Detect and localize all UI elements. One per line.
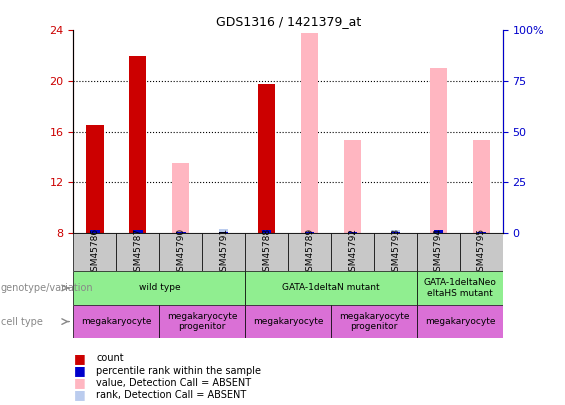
Text: GSM45788: GSM45788 xyxy=(262,228,271,277)
Bar xyxy=(331,233,374,271)
Bar xyxy=(473,141,490,233)
Text: GSM45790: GSM45790 xyxy=(176,228,185,277)
Text: GSM45791: GSM45791 xyxy=(219,228,228,277)
Bar xyxy=(86,125,103,233)
Bar xyxy=(301,33,318,233)
Bar xyxy=(262,230,271,233)
Bar xyxy=(305,232,314,233)
Text: wild type: wild type xyxy=(138,284,180,292)
Bar xyxy=(258,83,275,233)
Bar xyxy=(73,271,245,305)
Bar xyxy=(159,305,245,338)
Text: count: count xyxy=(96,354,124,363)
Text: ■: ■ xyxy=(73,364,85,377)
Bar xyxy=(417,271,503,305)
Bar xyxy=(348,232,357,233)
Text: ■: ■ xyxy=(73,376,85,389)
Bar xyxy=(434,230,443,233)
Text: GSM45792: GSM45792 xyxy=(348,228,357,277)
Title: GDS1316 / 1421379_at: GDS1316 / 1421379_at xyxy=(215,15,361,28)
Text: cell type: cell type xyxy=(1,317,42,326)
Text: GSM45787: GSM45787 xyxy=(133,228,142,277)
Bar xyxy=(391,232,400,233)
Text: value, Detection Call = ABSENT: value, Detection Call = ABSENT xyxy=(96,378,251,388)
Text: genotype/variation: genotype/variation xyxy=(1,283,93,293)
Text: percentile rank within the sample: percentile rank within the sample xyxy=(96,366,261,375)
Bar xyxy=(374,233,417,271)
Bar xyxy=(176,232,185,233)
Bar xyxy=(159,233,202,271)
Text: GSM45793: GSM45793 xyxy=(391,228,400,277)
Bar xyxy=(172,163,189,233)
Bar xyxy=(245,271,417,305)
Bar xyxy=(417,305,503,338)
Text: GSM45786: GSM45786 xyxy=(90,228,99,277)
Bar xyxy=(73,233,116,271)
Bar xyxy=(129,56,146,233)
Bar xyxy=(116,233,159,271)
Bar xyxy=(417,233,460,271)
Text: GSM45794: GSM45794 xyxy=(434,228,443,277)
Text: GATA-1deltaN mutant: GATA-1deltaN mutant xyxy=(282,284,380,292)
Bar xyxy=(331,305,417,338)
Text: megakaryocyte: megakaryocyte xyxy=(81,317,151,326)
Bar xyxy=(245,305,331,338)
Text: megakaryocyte
progenitor: megakaryocyte progenitor xyxy=(167,312,237,331)
Bar xyxy=(344,141,361,233)
Bar xyxy=(90,230,99,233)
Text: megakaryocyte: megakaryocyte xyxy=(425,317,495,326)
Bar xyxy=(391,230,400,233)
Text: megakaryocyte
progenitor: megakaryocyte progenitor xyxy=(339,312,409,331)
Bar xyxy=(430,68,447,233)
Bar xyxy=(477,232,486,233)
Text: rank, Detection Call = ABSENT: rank, Detection Call = ABSENT xyxy=(96,390,246,400)
Text: GATA-1deltaNeo
eltaHS mutant: GATA-1deltaNeo eltaHS mutant xyxy=(424,278,496,298)
Bar xyxy=(245,233,288,271)
Bar xyxy=(133,230,142,233)
Text: megakaryocyte: megakaryocyte xyxy=(253,317,323,326)
Bar xyxy=(202,233,245,271)
Bar xyxy=(73,305,159,338)
Text: ■: ■ xyxy=(73,352,85,365)
Text: GSM45795: GSM45795 xyxy=(477,228,486,277)
Bar xyxy=(288,233,331,271)
Bar xyxy=(219,229,228,233)
Text: GSM45789: GSM45789 xyxy=(305,228,314,277)
Text: ■: ■ xyxy=(73,388,85,401)
Bar xyxy=(219,232,228,233)
Bar xyxy=(460,233,503,271)
